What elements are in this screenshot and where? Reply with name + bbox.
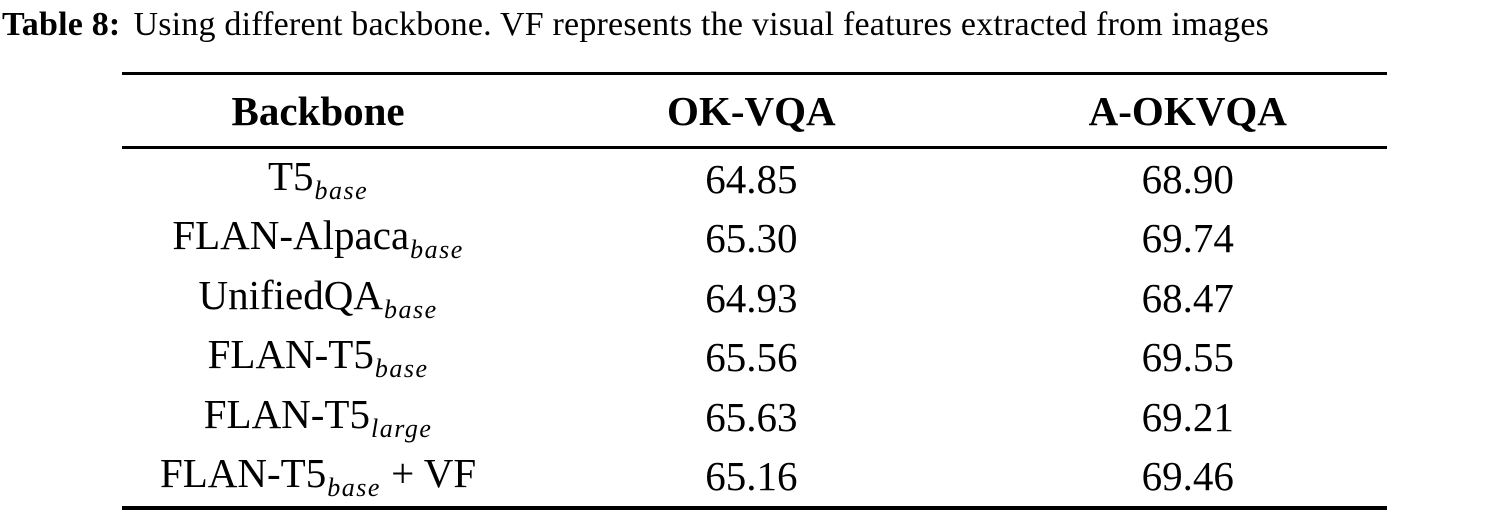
table-row: FLAN-T5large 65.63 69.21 xyxy=(122,387,1387,447)
backbone-subscript: base xyxy=(374,354,429,384)
header-backbone: Backbone xyxy=(231,87,405,134)
a-okvqa-value: 68.47 xyxy=(1141,274,1234,321)
backbone-subscript: base xyxy=(383,294,438,324)
backbone-cell: UnifiedQAbase xyxy=(122,271,514,325)
a-okvqa-value: 69.74 xyxy=(1141,215,1234,262)
backbone-name: UnifiedQA xyxy=(198,271,383,318)
table-row: UnifiedQAbase 64.93 68.47 xyxy=(122,268,1387,328)
a-okvqa-value: 68.90 xyxy=(1141,155,1234,202)
table-row: T5base 64.85 68.90 xyxy=(122,149,1387,209)
backbone-suffix: + VF xyxy=(380,450,477,497)
backbone-subscript: large xyxy=(370,413,433,443)
header-ok-vqa: OK-VQA xyxy=(667,87,836,134)
ok-vqa-value: 65.56 xyxy=(705,334,798,381)
table-caption-label: Table 8: xyxy=(2,6,121,43)
table-header-row: Backbone OK-VQA A-OKVQA xyxy=(122,72,1387,149)
backbone-cell: T5base xyxy=(122,152,514,206)
backbone-subscript: base xyxy=(327,473,381,503)
backbone-cell: FLAN-T5base xyxy=(122,330,514,384)
table-caption-text: Using different backbone. VF represents … xyxy=(133,6,1270,43)
backbone-name: T5 xyxy=(267,152,314,199)
backbone-subscript: base xyxy=(314,175,369,205)
table-row: FLAN-Alpacabase 65.30 69.74 xyxy=(122,209,1387,269)
table-row: FLAN-T5base 65.56 69.55 xyxy=(122,328,1387,388)
a-okvqa-value: 69.46 xyxy=(1141,453,1234,500)
ok-vqa-value: 64.85 xyxy=(705,155,798,202)
backbone-cell: FLAN-Alpacabase xyxy=(122,211,514,265)
a-okvqa-value: 69.21 xyxy=(1141,393,1234,440)
backbone-name: FLAN-T5 xyxy=(203,390,370,437)
backbone-name: FLAN-T5 xyxy=(159,450,327,497)
ok-vqa-value: 65.30 xyxy=(705,215,798,262)
ok-vqa-value: 65.63 xyxy=(705,393,798,440)
backbone-cell: FLAN-T5large xyxy=(122,390,514,444)
table-caption: Table 8: Using different backbone. VF rep… xyxy=(2,2,1269,48)
backbone-results-table: Backbone OK-VQA A-OKVQA T5base 64.85 68.… xyxy=(122,72,1387,510)
backbone-name: FLAN-Alpaca xyxy=(172,212,410,259)
header-a-okvqa: A-OKVQA xyxy=(1088,87,1287,134)
backbone-subscript: base xyxy=(410,235,464,265)
ok-vqa-value: 65.16 xyxy=(705,453,798,500)
table-body: T5base 64.85 68.90 FLAN-Alpacabase 65.30… xyxy=(122,149,1387,510)
backbone-name: FLAN-T5 xyxy=(207,331,374,378)
backbone-cell: FLAN-T5base + VF xyxy=(122,449,514,503)
table-row: FLAN-T5base + VF 65.16 69.46 xyxy=(122,447,1387,507)
a-okvqa-value: 69.55 xyxy=(1141,334,1234,381)
ok-vqa-value: 64.93 xyxy=(705,274,798,321)
